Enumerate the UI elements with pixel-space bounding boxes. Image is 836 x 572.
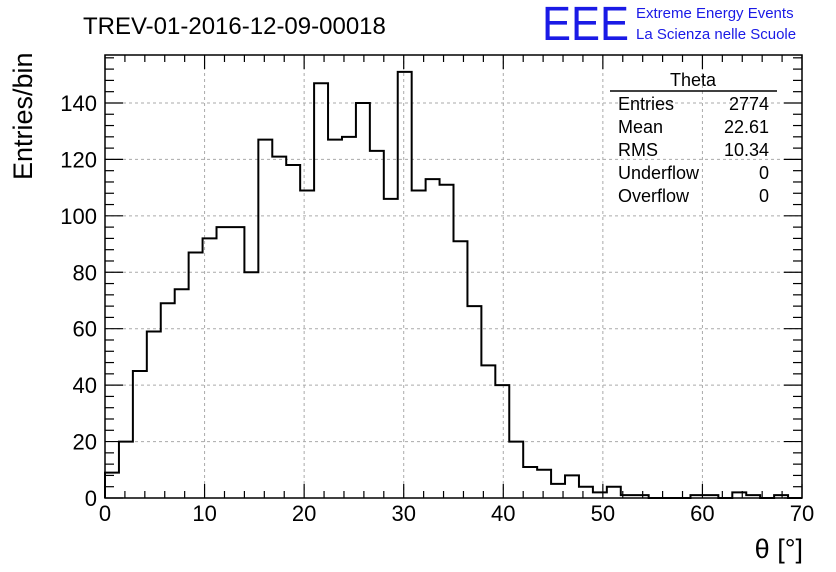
stats-value: 0 [759,186,769,206]
x-tick-label: 20 [292,501,316,526]
y-tick-label: 20 [73,430,97,455]
stats-box-name: Theta [670,70,717,90]
y-tick-label: 140 [60,91,97,116]
x-tick-label: 30 [391,501,415,526]
stats-value: 2774 [729,94,769,114]
x-axis-title: θ [°] [755,534,803,564]
stats-label: Mean [618,117,663,137]
stats-rows: Entries 2774 Mean 22.61 RMS 10.34 Underflow 0 Ov… [618,94,769,206]
x-tick-label: 70 [790,501,814,526]
stats-label: Entries [618,94,674,114]
axis-ticks [104,55,803,499]
y-tick-label: 60 [73,317,97,342]
x-tick-label: 50 [591,501,615,526]
chart-title: TREV-01-2016-12-09-00018 [83,13,386,40]
grid [105,55,802,498]
y-tick-label: 0 [85,486,97,511]
logo-line-2: La Scienza nelle Scuole [636,26,796,43]
stats-value: 10.34 [724,140,769,160]
y-tick-label: 40 [73,373,97,398]
stats-label: Overflow [618,186,690,206]
stats-value: 22.61 [724,117,769,137]
x-tick-label: 10 [192,501,216,526]
x-tick-label: 60 [690,501,714,526]
stats-label: Underflow [618,163,700,183]
x-tick-label: 40 [491,501,515,526]
tick-labels: 0 10 20 30 40 50 60 70 0 20 40 60 80 100 120 140 [60,91,814,526]
y-axis-title: Entries/bin [8,52,38,180]
stats-label: RMS [618,140,658,160]
stats-box: Theta Entries 2774 Mean 22.61 RMS 10.34 Underf… [610,70,777,206]
y-tick-label: 100 [60,204,97,229]
y-tick-label: 80 [73,260,97,285]
plot-frame [104,54,803,499]
stats-value: 0 [759,163,769,183]
histogram-series [104,70,802,499]
x-tick-label: 0 [99,501,111,526]
eee-logo: EEE [542,0,629,51]
y-tick-label: 120 [60,147,97,172]
logo-line-1: Extreme Energy Events [636,5,794,22]
